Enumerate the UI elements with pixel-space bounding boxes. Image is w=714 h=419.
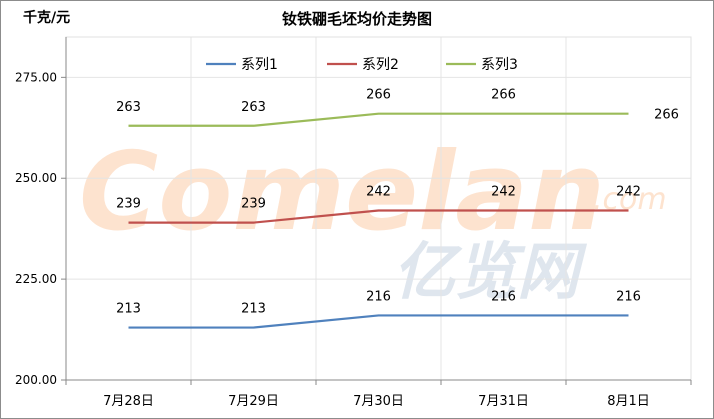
watermark: Comelan .com 亿览网 [79, 130, 667, 308]
watermark-cn-text: 亿览网 [393, 235, 588, 308]
data-label: 216 [616, 289, 641, 304]
chart-title: 钕铁硼毛坯均价走势图 [281, 10, 432, 28]
series-line-2 [128, 209, 629, 224]
series-line-3 [128, 112, 629, 127]
x-tick-label: 7月31日 [478, 394, 529, 409]
legend: 系列1 系列2 系列3 [206, 57, 518, 73]
axes: 200.00 225.00 250.00 275.00 7月28日 7月29日 7月30日 7… [15, 37, 692, 409]
x-tick-label: 8月1日 [607, 394, 650, 409]
watermark-brand-text: Comelan [79, 130, 605, 255]
data-labels: 213 213 216 216 216 239 239 242 242 242 263 263 266 2… [116, 88, 679, 317]
data-label: 242 [366, 185, 391, 200]
y-tick-label: 225.00 [15, 272, 57, 286]
data-label: 242 [491, 185, 516, 200]
unit-label: 千克/元 [23, 10, 71, 26]
legend-label: 系列1 [241, 57, 278, 73]
data-label: 266 [654, 108, 679, 123]
data-label: 263 [116, 100, 141, 115]
data-label: 213 [241, 302, 266, 317]
data-label: 242 [616, 185, 641, 200]
y-tick-label: 250.00 [15, 171, 57, 185]
data-label: 263 [241, 100, 266, 115]
data-label: 239 [241, 197, 266, 212]
data-label: 239 [116, 197, 141, 212]
legend-label: 系列2 [362, 57, 399, 73]
series-line-1 [128, 314, 629, 329]
data-label: 216 [366, 289, 391, 304]
x-tick-label: 7月29日 [228, 394, 279, 409]
data-label: 216 [491, 289, 516, 304]
data-label: 213 [116, 302, 141, 317]
legend-label: 系列3 [481, 57, 518, 73]
series-lines [128, 112, 629, 329]
y-tick-label: 200.00 [15, 373, 57, 387]
gridlines [65, 36, 692, 381]
y-tick-label: 275.00 [15, 70, 57, 84]
x-tick-label: 7月28日 [103, 394, 154, 409]
data-label: 266 [366, 88, 391, 103]
x-tick-label: 7月30日 [353, 394, 404, 409]
data-label: 266 [491, 88, 516, 103]
